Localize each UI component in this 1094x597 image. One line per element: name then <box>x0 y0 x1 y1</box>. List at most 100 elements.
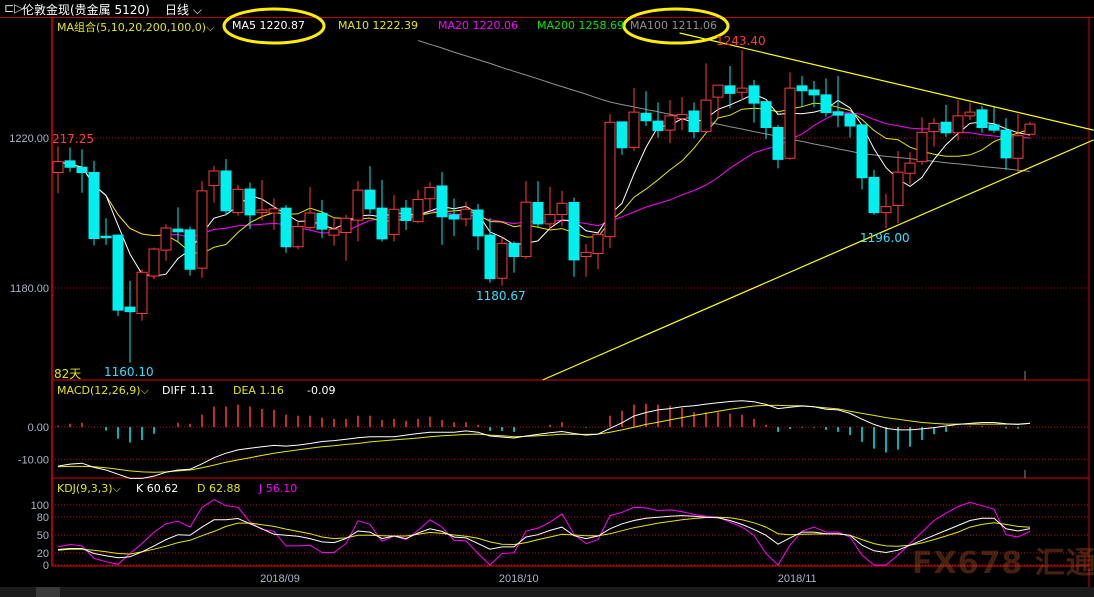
ma5-value: MA5 1220.87 <box>232 19 305 32</box>
candle-body <box>316 212 328 230</box>
price-tick-label: 1180.00 <box>10 283 49 295</box>
candle <box>340 214 352 261</box>
candle-body <box>256 209 268 214</box>
candle <box>76 149 88 193</box>
candle <box>856 124 868 190</box>
kdj-j-line <box>57 499 1031 566</box>
ma-legend-title[interactable]: MA组合(5,10,20,200,100,0)⌵ <box>57 19 214 35</box>
candle-body <box>184 229 196 270</box>
candle <box>580 244 592 277</box>
candle <box>544 186 556 230</box>
candle <box>628 88 640 151</box>
candle <box>316 199 328 239</box>
ma20-line <box>57 112 1031 239</box>
kdj-legend-title[interactable]: KDJ(9,3,3)⌵ <box>57 482 121 496</box>
candle <box>232 184 244 216</box>
candle <box>280 205 292 253</box>
candle <box>328 217 340 246</box>
candle-body <box>1000 129 1012 159</box>
candle <box>988 107 1000 133</box>
candle <box>196 181 208 278</box>
candle-body <box>940 121 952 134</box>
kdj-tick-label: 20 <box>37 548 49 560</box>
kdj-k-value: K 60.62 <box>136 482 179 495</box>
macd-dea-line <box>57 404 1031 473</box>
candle-body <box>424 187 436 200</box>
date-tick-label: 2018/11 <box>778 573 817 585</box>
kdj-k-line <box>57 515 1031 559</box>
bottom-tab[interactable] <box>36 587 60 597</box>
candle <box>52 146 64 194</box>
candle <box>640 91 652 126</box>
ma-legend-title-text: MA组合(5,10,20,200,100,0) <box>57 21 207 34</box>
candle <box>376 180 388 242</box>
candle <box>436 172 448 245</box>
candle-body <box>460 208 472 220</box>
candle-body <box>580 251 592 257</box>
macd-hist-value: -0.09 <box>307 384 336 397</box>
kdj-tick-label: 0 <box>43 560 49 572</box>
candle <box>508 241 520 273</box>
candle-body <box>1012 135 1024 159</box>
candle <box>352 181 364 242</box>
candle-body <box>388 208 400 235</box>
candle <box>112 234 124 317</box>
ma200-value: MA200 1258.69 <box>537 19 624 32</box>
high-price-label: 1243.40 <box>716 34 766 48</box>
candle <box>1024 121 1036 135</box>
date-tick-label: 2018/10 <box>499 573 539 585</box>
candle-body <box>988 124 1000 131</box>
candle <box>100 218 112 245</box>
candle-body <box>832 111 844 116</box>
candle <box>364 166 376 214</box>
candle <box>616 121 628 155</box>
macd-legend-title[interactable]: MACD(12,26,9)⌵ <box>57 384 149 398</box>
k-line-icon[interactable]: ⊏▷ <box>4 1 24 15</box>
date-tick-label: 2018/09 <box>260 573 300 585</box>
candle-body <box>712 84 724 98</box>
price-tick-label: 1220.00 <box>9 133 49 145</box>
candle <box>892 151 904 224</box>
candle-body <box>196 190 208 269</box>
candle <box>412 190 424 224</box>
candle <box>976 106 988 133</box>
ma100-value: MA100 1211.06 <box>630 19 717 32</box>
title-bar: ⊏▷ 伦敦金现(贵金属 5120) 日线 ⌵ <box>0 0 1094 18</box>
candle <box>448 198 460 236</box>
candle-body <box>592 233 604 254</box>
candle <box>652 102 664 138</box>
candle-body <box>448 214 460 220</box>
ma10-line <box>57 102 1031 255</box>
trendline <box>679 32 1094 131</box>
candle <box>424 182 436 210</box>
candle <box>880 193 892 228</box>
ma20-value: MA20 1220.06 <box>438 19 518 32</box>
low-price-label: 1160.10 <box>104 365 154 379</box>
candle <box>1012 114 1024 172</box>
candle-body <box>856 124 868 179</box>
candle <box>460 201 472 227</box>
period-selector[interactable]: 日线 ⌵ <box>165 1 202 18</box>
candle-body <box>772 127 784 160</box>
instrument-title[interactable]: 伦敦金现(贵金属 5120) <box>22 3 150 17</box>
highlight-ellipse-ma100 <box>622 7 730 45</box>
candle <box>868 169 880 215</box>
candle <box>736 50 748 101</box>
candle-body <box>112 234 124 311</box>
candle <box>844 113 856 138</box>
candle-body <box>976 109 988 128</box>
candle <box>472 204 484 251</box>
candle-body <box>376 207 388 240</box>
candle-body <box>604 121 616 238</box>
candle-body <box>784 87 796 159</box>
candle <box>952 100 964 141</box>
candle <box>592 233 604 270</box>
candle-body <box>52 161 64 173</box>
candle <box>256 180 268 221</box>
kdj-j-value: J 56.10 <box>259 482 298 495</box>
candle <box>724 66 736 109</box>
candle-body <box>868 176 880 214</box>
candle-body <box>400 207 412 221</box>
candle <box>148 247 160 279</box>
